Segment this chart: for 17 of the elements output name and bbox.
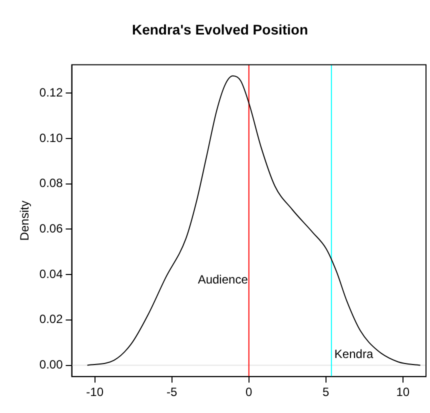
y-tick-label: 0.02	[39, 312, 64, 326]
y-tick-label: 0.12	[39, 85, 64, 100]
x-tick-label: 0	[246, 385, 253, 400]
y-tick-label: 0.04	[39, 266, 64, 281]
x-tick-label: 5	[322, 385, 330, 400]
y-tick-label: 0.10	[39, 130, 64, 145]
x-tick-label: -5	[166, 385, 178, 400]
x-tick-label: -10	[86, 385, 104, 400]
y-tick-label: 0.08	[39, 176, 64, 190]
x-tick-label: 10	[396, 385, 410, 400]
ref-line-label: Kendra	[334, 347, 374, 362]
y-tick-label: 0.06	[39, 222, 64, 236]
ref-line-label: Audience	[198, 272, 248, 286]
y-axis-title: Density	[18, 200, 32, 241]
y-tick-label: 0.00	[39, 358, 64, 372]
chart-title: Kendra's Evolved Position	[132, 21, 308, 38]
line-series	[86, 75, 421, 366]
